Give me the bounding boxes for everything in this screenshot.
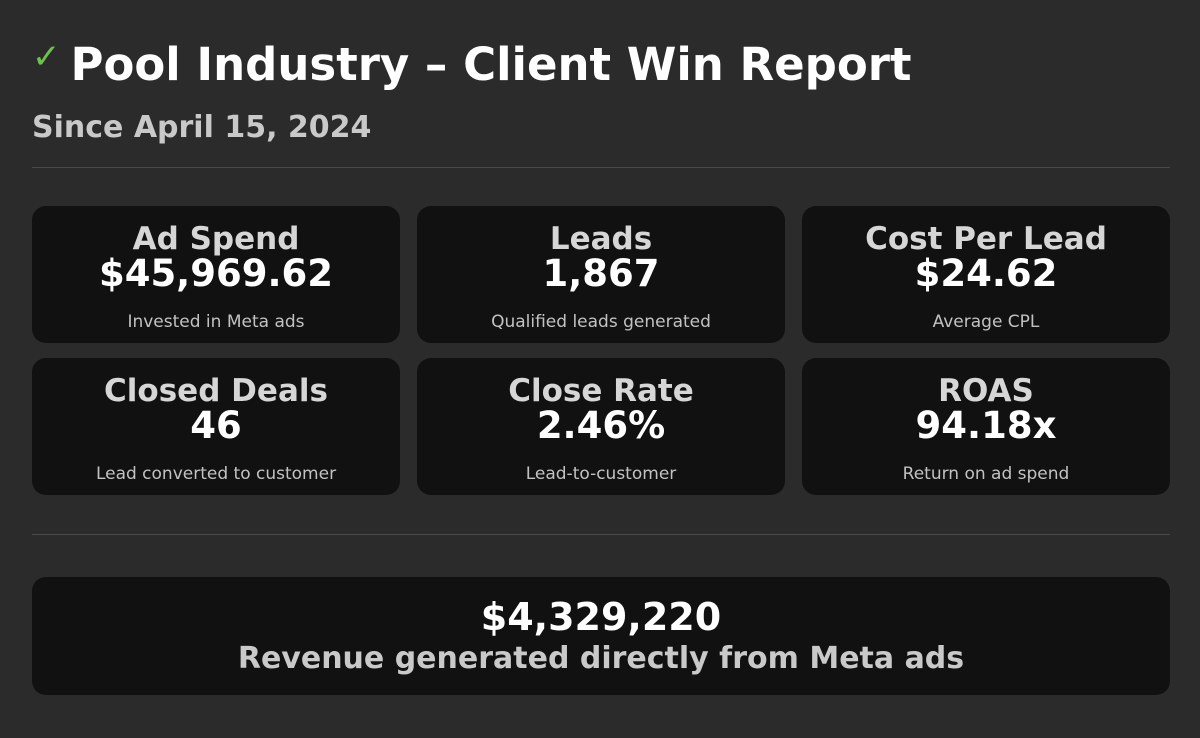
metric-label: Ad Spend bbox=[132, 221, 300, 257]
metric-caption: Qualified leads generated bbox=[491, 312, 711, 332]
metric-value: 94.18x bbox=[915, 404, 1057, 447]
revenue-card: $4,329,220 Revenue generated directly fr… bbox=[32, 577, 1170, 695]
metric-card-roas: ROAS 94.18x Return on ad spend bbox=[802, 358, 1170, 495]
metric-caption: Invested in Meta ads bbox=[127, 312, 305, 332]
metrics-grid: Ad Spend $45,969.62 Invested in Meta ads… bbox=[32, 206, 1170, 495]
page-title: Pool Industry – Client Win Report bbox=[70, 38, 912, 91]
metric-card-ad-spend: Ad Spend $45,969.62 Invested in Meta ads bbox=[32, 206, 400, 343]
metric-label: Close Rate bbox=[508, 373, 694, 409]
revenue-value: $4,329,220 bbox=[480, 595, 722, 639]
metric-caption: Lead converted to customer bbox=[95, 464, 337, 484]
metric-caption: Return on ad spend bbox=[902, 464, 1070, 484]
metric-value: 46 bbox=[190, 404, 242, 447]
metric-label: Closed Deals bbox=[104, 373, 328, 409]
page-subtitle: Since April 15, 2024 bbox=[32, 110, 372, 145]
metric-card-close-rate: Close Rate 2.46% Lead-to-customer bbox=[417, 358, 785, 495]
metric-caption: Lead-to-customer bbox=[525, 464, 677, 484]
metric-value: 1,867 bbox=[542, 252, 660, 295]
metric-label: Leads bbox=[549, 221, 653, 257]
divider-top bbox=[32, 167, 1170, 168]
metric-value: $45,969.62 bbox=[98, 252, 334, 295]
revenue-caption: Revenue generated directly from Meta ads bbox=[237, 641, 965, 676]
metric-card-leads: Leads 1,867 Qualified leads generated bbox=[417, 206, 785, 343]
metric-label: Cost Per Lead bbox=[865, 221, 1107, 257]
metric-caption: Average CPL bbox=[932, 312, 1040, 332]
divider-middle bbox=[32, 534, 1170, 535]
metric-card-cost-per-lead: Cost Per Lead $24.62 Average CPL bbox=[802, 206, 1170, 343]
metric-label: ROAS bbox=[938, 373, 1034, 409]
metric-card-closed-deals: Closed Deals 46 Lead converted to custom… bbox=[32, 358, 400, 495]
metric-value: $24.62 bbox=[914, 252, 1058, 295]
checkmark-icon: ✓ bbox=[32, 37, 61, 77]
header: ✓ Pool Industry – Client Win Report bbox=[32, 36, 1170, 94]
metric-value: 2.46% bbox=[536, 404, 666, 447]
